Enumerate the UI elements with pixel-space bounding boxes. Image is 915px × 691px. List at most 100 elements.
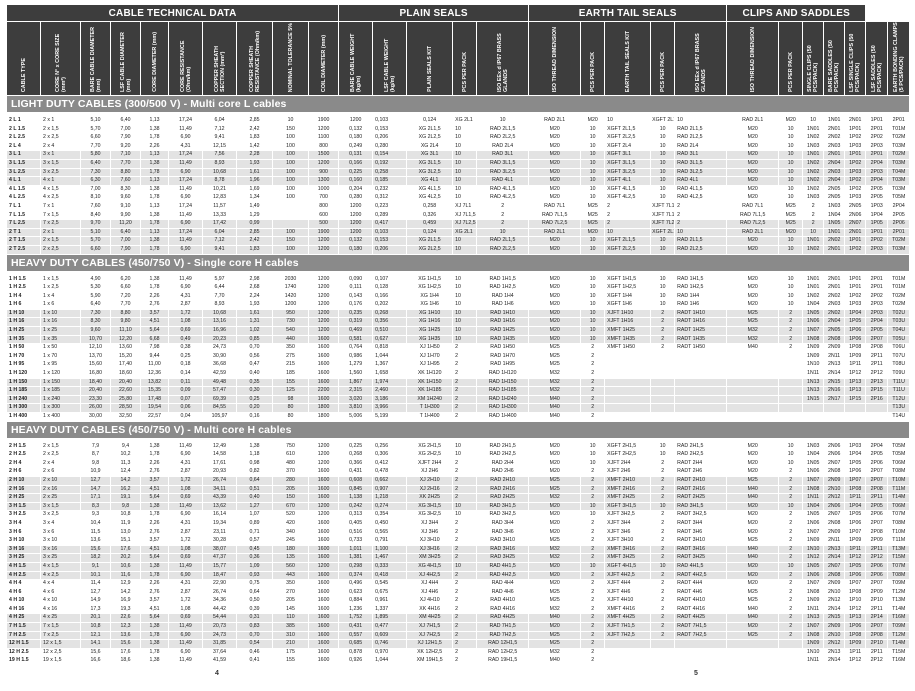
table-cell: M20 (528, 501, 582, 512)
cable-table: CABLE TECHNICAL DATA PLAIN SEALS EARTH TAI… (5, 4, 911, 667)
table-cell: 700 (307, 193, 340, 203)
table-cell: 47,37 (202, 553, 237, 563)
table-cell: XG 1H2,5 (406, 283, 454, 293)
table-cell: 1 x 4 (40, 291, 81, 302)
table-cell: RAD 4H25 (476, 613, 530, 624)
table-cell: 0,986 (338, 351, 374, 362)
table-cell: M40 (726, 544, 780, 555)
table-cell: 1200 (338, 219, 374, 229)
table-cell: 150 (272, 236, 309, 246)
table-cell: 1N01 (802, 236, 825, 246)
table-cell: 7 L 1 (6, 201, 41, 212)
table-cell: 1P03 (844, 441, 867, 452)
table-cell: 1600 (307, 544, 340, 555)
table-cell: 1 H 70 (6, 351, 41, 362)
table-row: 7 H 1.5 7 x 1,5 10,8 12,3 1,38 11,49 20,73 0,83… (6, 622, 911, 632)
table-cell: 1N07 (802, 326, 825, 336)
table-cell: 1,38 (140, 210, 169, 221)
table-cell: 2 (452, 484, 478, 495)
table-cell: 2N03 (823, 167, 846, 178)
column-header-0: CABLE TYPE (6, 21, 41, 96)
table-cell: 1N05 (823, 219, 846, 229)
table-cell: T08M (887, 518, 911, 529)
table-cell: 3 L 1 (6, 150, 41, 160)
table-cell: M20 (726, 622, 780, 632)
table-cell: 2N05 (823, 193, 846, 203)
table-cell: RAD 2L2,5 (476, 244, 530, 255)
table-cell: 100 (272, 176, 309, 186)
table-cell: RAD 1H6 (674, 300, 728, 310)
table-cell: M20 (528, 450, 582, 460)
column-header-10: BARE CABLE WEIGHT (kg/m) (338, 21, 374, 96)
table-cell: 4,31 (168, 579, 203, 589)
table-cell: 54,44 (202, 613, 237, 624)
table-cell: 2,68 (236, 283, 273, 293)
table-row: 1 H 1.5 1 x 1,5 4,90 6,20 1,38 11,49 5,97 2,98 2… (6, 274, 911, 285)
table-cell: RADT 1H50 (674, 343, 728, 353)
table-cell: 4 L 1 (6, 176, 41, 186)
table-cell: 2N08 (823, 518, 846, 529)
table-cell: 2 x 2,5 (40, 133, 81, 143)
column-header-25: LSF SADDLES (50 PCS/PACK) (865, 21, 889, 96)
table-cell: 2 (650, 475, 676, 486)
table-cell: 0,49 (168, 334, 203, 345)
table-cell: M20 (726, 561, 780, 572)
table-cell: M20 (726, 283, 780, 293)
table-cell: RAD 7L2,5 (726, 219, 780, 229)
table-cell: M25 (528, 343, 582, 353)
table-cell: 5,97 (202, 274, 237, 285)
table-cell: 2 (452, 518, 478, 529)
table-cell: 14,58 (202, 450, 237, 460)
table-cell: 17,24 (168, 150, 203, 160)
table-cell: 24,73 (202, 343, 237, 353)
table-cell: 20,2 (110, 553, 141, 563)
table-cell: 2 (650, 596, 676, 606)
table-cell: 6,90 (168, 133, 203, 143)
table-cell: 1,96 (236, 176, 273, 186)
table-cell: 36,68 (202, 360, 237, 371)
table-cell: 1,78 (140, 630, 169, 641)
table-cell: 13,70 (80, 351, 111, 362)
table-cell: 1P01 (844, 236, 867, 246)
table-cell (726, 351, 780, 362)
table-cell: 2 (580, 570, 606, 581)
table-cell: 10 (778, 441, 804, 452)
table-cell: 1,72 (168, 475, 203, 486)
table-cell: 0,685 (338, 639, 374, 649)
table-cell (778, 351, 804, 362)
table-cell: 0,180 (338, 244, 374, 255)
table-cell: 2 (452, 527, 478, 538)
table-cell: 5,70 (80, 236, 111, 246)
table-cell: 13,62 (202, 501, 237, 512)
table-cell: XJ 2H16 (406, 484, 454, 495)
table-cell: 1,61 (236, 167, 273, 178)
table-cell: 1 H 35 (6, 334, 41, 345)
table-cell: 1P03 (865, 201, 889, 212)
table-cell: 10 (452, 244, 478, 255)
table-cell: RAD 2H16 (476, 484, 530, 495)
table-cell: XK 4H16 (406, 604, 454, 615)
table-cell: M20 (528, 579, 582, 589)
table-cell: M20 (726, 244, 780, 255)
table-cell: 2,76 (140, 587, 169, 598)
table-cell: M20 (726, 133, 780, 143)
table-cell: 1200 (307, 561, 340, 572)
table-cell: XGFT 1H4 (604, 291, 652, 302)
table-cell: RAD 4L1,5 (476, 184, 530, 195)
table-cell: 10 (452, 274, 478, 285)
table-cell: 0,82 (236, 467, 273, 477)
table-cell: 2P09 (865, 587, 889, 598)
table-cell: 2 (650, 570, 676, 581)
table-cell: RAD 2L1 (528, 116, 582, 126)
table-cell: 1,100 (372, 544, 408, 555)
table-cell: 10 (580, 501, 606, 512)
table-cell: 2 (580, 403, 606, 413)
table-cell: 7,00 (80, 184, 111, 195)
table-cell: T09M (887, 579, 911, 589)
column-header-16: PCS PER PACK (580, 21, 606, 96)
table-cell: 7 L 2.5 (6, 219, 41, 229)
table-cell (844, 412, 867, 422)
table-cell: 1,13 (140, 116, 169, 126)
table-cell: 2 (580, 377, 606, 388)
table-cell: 0,225 (338, 441, 374, 452)
